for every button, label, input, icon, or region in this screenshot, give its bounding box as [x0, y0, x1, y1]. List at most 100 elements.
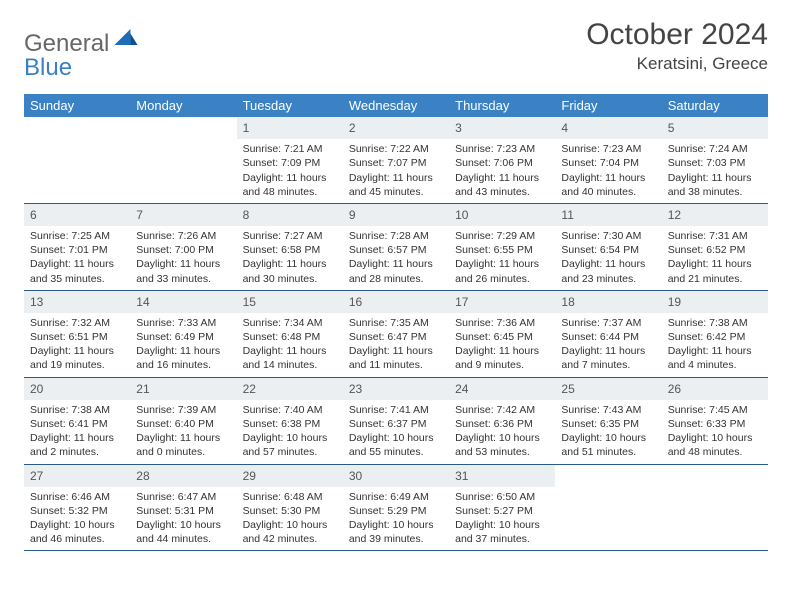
day-content: Sunrise: 7:39 AMSunset: 6:40 PMDaylight:…	[130, 400, 236, 464]
sunrise-line: Sunrise: 7:43 AM	[561, 403, 655, 417]
calendar-cell: 23Sunrise: 7:41 AMSunset: 6:37 PMDayligh…	[343, 377, 449, 464]
daylight-line: Daylight: 11 hours	[136, 257, 230, 271]
day-number: 10	[449, 204, 555, 226]
sunrise-line: Sunrise: 6:49 AM	[349, 490, 443, 504]
daylight-line: and 42 minutes.	[243, 532, 337, 546]
daylight-line: and 11 minutes.	[349, 358, 443, 372]
month-title: October 2024	[586, 18, 768, 52]
daylight-line: and 55 minutes.	[349, 445, 443, 459]
calendar-cell: 12Sunrise: 7:31 AMSunset: 6:52 PMDayligh…	[662, 203, 768, 290]
sunrise-line: Sunrise: 7:45 AM	[668, 403, 762, 417]
day-number: 20	[24, 378, 130, 400]
sunrise-line: Sunrise: 6:48 AM	[243, 490, 337, 504]
day-number: 3	[449, 117, 555, 139]
sunrise-line: Sunrise: 7:42 AM	[455, 403, 549, 417]
sunrise-line: Sunrise: 7:32 AM	[30, 316, 124, 330]
daylight-line: and 53 minutes.	[455, 445, 549, 459]
sunrise-line: Sunrise: 7:21 AM	[243, 142, 337, 156]
sunset-line: Sunset: 5:27 PM	[455, 504, 549, 518]
sunset-line: Sunset: 6:33 PM	[668, 417, 762, 431]
sunset-line: Sunset: 6:49 PM	[136, 330, 230, 344]
calendar-cell: 14Sunrise: 7:33 AMSunset: 6:49 PMDayligh…	[130, 290, 236, 377]
sunset-line: Sunset: 6:58 PM	[243, 243, 337, 257]
daylight-line: Daylight: 11 hours	[30, 431, 124, 445]
calendar-cell: 26Sunrise: 7:45 AMSunset: 6:33 PMDayligh…	[662, 377, 768, 464]
sunrise-line: Sunrise: 7:23 AM	[561, 142, 655, 156]
calendar-cell: 10Sunrise: 7:29 AMSunset: 6:55 PMDayligh…	[449, 203, 555, 290]
daylight-line: Daylight: 11 hours	[561, 257, 655, 271]
sunset-line: Sunset: 6:40 PM	[136, 417, 230, 431]
calendar-cell: 29Sunrise: 6:48 AMSunset: 5:30 PMDayligh…	[237, 464, 343, 551]
day-number: 18	[555, 291, 661, 313]
sunrise-line: Sunrise: 7:30 AM	[561, 229, 655, 243]
day-number: 12	[662, 204, 768, 226]
calendar-cell: 18Sunrise: 7:37 AMSunset: 6:44 PMDayligh…	[555, 290, 661, 377]
calendar-cell: 17Sunrise: 7:36 AMSunset: 6:45 PMDayligh…	[449, 290, 555, 377]
calendar-cell: 7Sunrise: 7:26 AMSunset: 7:00 PMDaylight…	[130, 203, 236, 290]
day-number: 21	[130, 378, 236, 400]
sunset-line: Sunset: 6:44 PM	[561, 330, 655, 344]
brand-logo: GeneralBlue	[24, 26, 139, 80]
calendar-week-row: 6Sunrise: 7:25 AMSunset: 7:01 PMDaylight…	[24, 203, 768, 290]
sunrise-line: Sunrise: 7:23 AM	[455, 142, 549, 156]
daylight-line: and 40 minutes.	[561, 185, 655, 199]
sunrise-line: Sunrise: 7:22 AM	[349, 142, 443, 156]
daylight-line: Daylight: 11 hours	[668, 257, 762, 271]
day-number: 11	[555, 204, 661, 226]
daylight-line: Daylight: 10 hours	[668, 431, 762, 445]
day-content: Sunrise: 7:27 AMSunset: 6:58 PMDaylight:…	[237, 226, 343, 290]
sunset-line: Sunset: 6:51 PM	[30, 330, 124, 344]
calendar-cell: 27Sunrise: 6:46 AMSunset: 5:32 PMDayligh…	[24, 464, 130, 551]
sunrise-line: Sunrise: 7:38 AM	[30, 403, 124, 417]
day-content: Sunrise: 7:31 AMSunset: 6:52 PMDaylight:…	[662, 226, 768, 290]
sunrise-line: Sunrise: 7:37 AM	[561, 316, 655, 330]
weekday-header: Sunday	[24, 94, 130, 117]
calendar-cell: 3Sunrise: 7:23 AMSunset: 7:06 PMDaylight…	[449, 117, 555, 203]
day-content: Sunrise: 7:38 AMSunset: 6:42 PMDaylight:…	[662, 313, 768, 377]
calendar-cell: 1Sunrise: 7:21 AMSunset: 7:09 PMDaylight…	[237, 117, 343, 203]
day-number: 24	[449, 378, 555, 400]
sunset-line: Sunset: 6:57 PM	[349, 243, 443, 257]
day-content	[662, 471, 768, 478]
day-content: Sunrise: 6:47 AMSunset: 5:31 PMDaylight:…	[130, 487, 236, 551]
weekday-header: Monday	[130, 94, 236, 117]
daylight-line: Daylight: 11 hours	[243, 257, 337, 271]
sunset-line: Sunset: 7:04 PM	[561, 156, 655, 170]
weekday-header: Thursday	[449, 94, 555, 117]
daylight-line: and 44 minutes.	[136, 532, 230, 546]
sunset-line: Sunset: 7:09 PM	[243, 156, 337, 170]
daylight-line: and 0 minutes.	[136, 445, 230, 459]
day-number: 22	[237, 378, 343, 400]
day-content: Sunrise: 7:42 AMSunset: 6:36 PMDaylight:…	[449, 400, 555, 464]
day-number: 4	[555, 117, 661, 139]
sunset-line: Sunset: 5:31 PM	[136, 504, 230, 518]
calendar-cell: 19Sunrise: 7:38 AMSunset: 6:42 PMDayligh…	[662, 290, 768, 377]
daylight-line: and 39 minutes.	[349, 532, 443, 546]
day-content: Sunrise: 7:23 AMSunset: 7:04 PMDaylight:…	[555, 139, 661, 203]
calendar-week-row: 27Sunrise: 6:46 AMSunset: 5:32 PMDayligh…	[24, 464, 768, 551]
daylight-line: Daylight: 10 hours	[243, 431, 337, 445]
calendar-cell: 4Sunrise: 7:23 AMSunset: 7:04 PMDaylight…	[555, 117, 661, 203]
day-content: Sunrise: 7:30 AMSunset: 6:54 PMDaylight:…	[555, 226, 661, 290]
daylight-line: Daylight: 11 hours	[455, 257, 549, 271]
daylight-line: Daylight: 11 hours	[30, 257, 124, 271]
brand-part2: Blue	[24, 56, 139, 80]
day-number: 16	[343, 291, 449, 313]
calendar-cell: 5Sunrise: 7:24 AMSunset: 7:03 PMDaylight…	[662, 117, 768, 203]
day-number: 7	[130, 204, 236, 226]
calendar-cell: 2Sunrise: 7:22 AMSunset: 7:07 PMDaylight…	[343, 117, 449, 203]
sunset-line: Sunset: 6:35 PM	[561, 417, 655, 431]
daylight-line: and 14 minutes.	[243, 358, 337, 372]
daylight-line: Daylight: 11 hours	[136, 431, 230, 445]
calendar-cell: 16Sunrise: 7:35 AMSunset: 6:47 PMDayligh…	[343, 290, 449, 377]
daylight-line: and 37 minutes.	[455, 532, 549, 546]
sunset-line: Sunset: 6:36 PM	[455, 417, 549, 431]
daylight-line: Daylight: 10 hours	[243, 518, 337, 532]
day-content: Sunrise: 7:29 AMSunset: 6:55 PMDaylight:…	[449, 226, 555, 290]
day-number: 13	[24, 291, 130, 313]
daylight-line: Daylight: 11 hours	[455, 171, 549, 185]
sunset-line: Sunset: 5:32 PM	[30, 504, 124, 518]
sunrise-line: Sunrise: 7:39 AM	[136, 403, 230, 417]
sunset-line: Sunset: 5:30 PM	[243, 504, 337, 518]
calendar-cell: 6Sunrise: 7:25 AMSunset: 7:01 PMDaylight…	[24, 203, 130, 290]
